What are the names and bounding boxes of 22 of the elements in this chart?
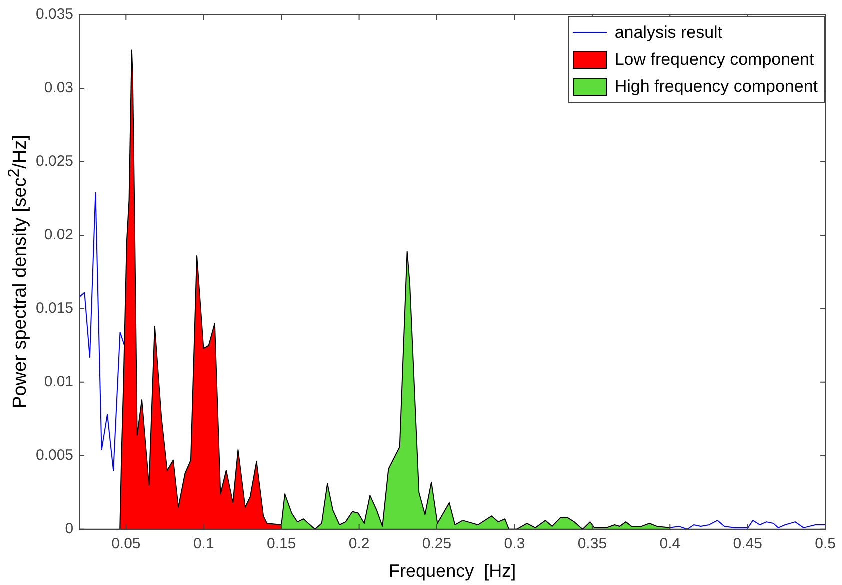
legend-label: Low frequency component <box>614 50 814 70</box>
y-tick-label: 0.035 <box>36 6 74 24</box>
y-tick-label: 0.03 <box>44 80 74 97</box>
y-tick-label: 0.005 <box>36 447 74 464</box>
y-tick-label: 0 <box>65 520 74 538</box>
x-tick-label: 0.15 <box>266 536 296 553</box>
x-tick-label: 0.05 <box>112 536 141 553</box>
legend-label: analysis result <box>614 22 723 42</box>
x-tick-label: 0.2 <box>348 536 370 553</box>
y-tick-label: 0.02 <box>44 226 74 244</box>
x-tick-label: 0.25 <box>422 536 452 553</box>
x-tick-label: 0.35 <box>578 536 608 553</box>
y-tick-label: 0.01 <box>44 374 74 391</box>
y-tick-label: 0.025 <box>36 153 74 170</box>
x-tick-label: 0.1 <box>193 536 214 553</box>
y-tick-label: 0.015 <box>36 300 74 318</box>
x-axis-title: Frequency [Hz] <box>389 561 516 582</box>
x-tick-label: 0.4 <box>660 536 681 553</box>
legend-label: High frequency component <box>614 76 818 96</box>
x-tick-label: 0.3 <box>504 536 526 553</box>
x-tick-label: 0.5 <box>815 536 836 553</box>
x-tick-label: 0.45 <box>733 536 762 553</box>
